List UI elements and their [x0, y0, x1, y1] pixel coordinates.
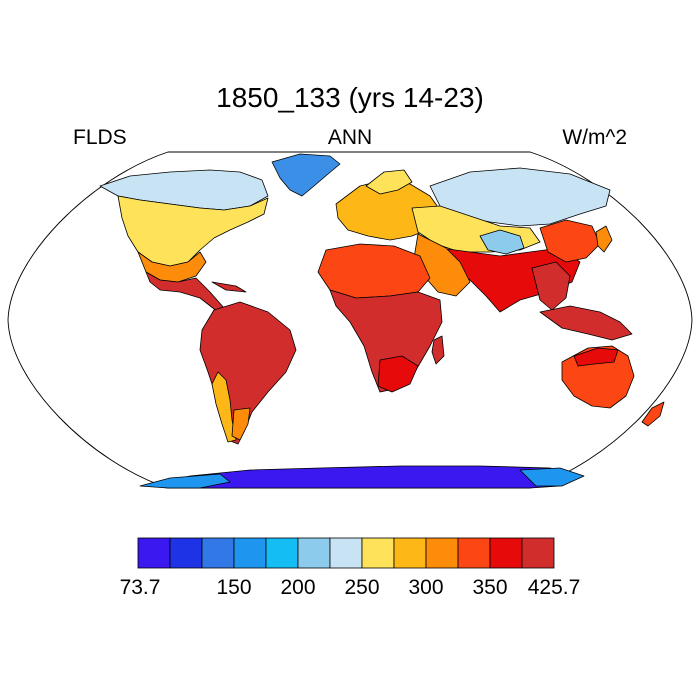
- map-title: 1850_133 (yrs 14-23): [216, 82, 484, 113]
- colorbar-max-label: 425.7: [527, 576, 581, 599]
- colorbar-tick-250: 250: [344, 576, 380, 599]
- units-label: W/m^2: [562, 126, 627, 149]
- colorbar-box: [425, 537, 459, 569]
- antarctic-coast: [139, 473, 231, 489]
- colorbar-box: [297, 537, 331, 569]
- tibetan-plateau: [479, 229, 525, 255]
- colorbar-box: [457, 537, 491, 569]
- caribbean: [211, 281, 247, 293]
- colorbar-box: [201, 537, 235, 569]
- colorbar-box: [265, 537, 299, 569]
- madagascar: [431, 335, 445, 365]
- colorbar-box: [329, 537, 363, 569]
- japan: [595, 225, 613, 253]
- colorbar-min-label: 73.7: [119, 576, 161, 599]
- colorbar-box: [169, 537, 203, 569]
- patagonia: [231, 407, 251, 441]
- scandinavia: [365, 169, 413, 195]
- variable-label: FLDS: [73, 126, 127, 149]
- maritime-continent: [539, 305, 633, 341]
- colorbar-box: [393, 537, 427, 569]
- colorbar-box: [489, 537, 523, 569]
- colorbar-tick-150: 150: [216, 576, 252, 599]
- andes: [211, 371, 237, 443]
- greenland: [271, 153, 341, 197]
- season-label: ANN: [327, 126, 373, 149]
- africa-south: [377, 355, 419, 393]
- colorbar-box: [521, 537, 555, 569]
- colorbar-tick-200: 200: [280, 576, 316, 599]
- colorbar-tick-350: 350: [472, 576, 508, 599]
- antarctica: [149, 465, 583, 489]
- colorbar-box: [361, 537, 395, 569]
- colorbar-box: [233, 537, 267, 569]
- antarctic-coast-east: [519, 467, 585, 487]
- australia-north: [573, 347, 619, 367]
- southeast-asia: [531, 261, 571, 311]
- new-zealand: [641, 401, 665, 427]
- colorbar-box: [137, 537, 171, 569]
- colorbar-tick-300: 300: [408, 576, 444, 599]
- east-asia: [539, 219, 601, 263]
